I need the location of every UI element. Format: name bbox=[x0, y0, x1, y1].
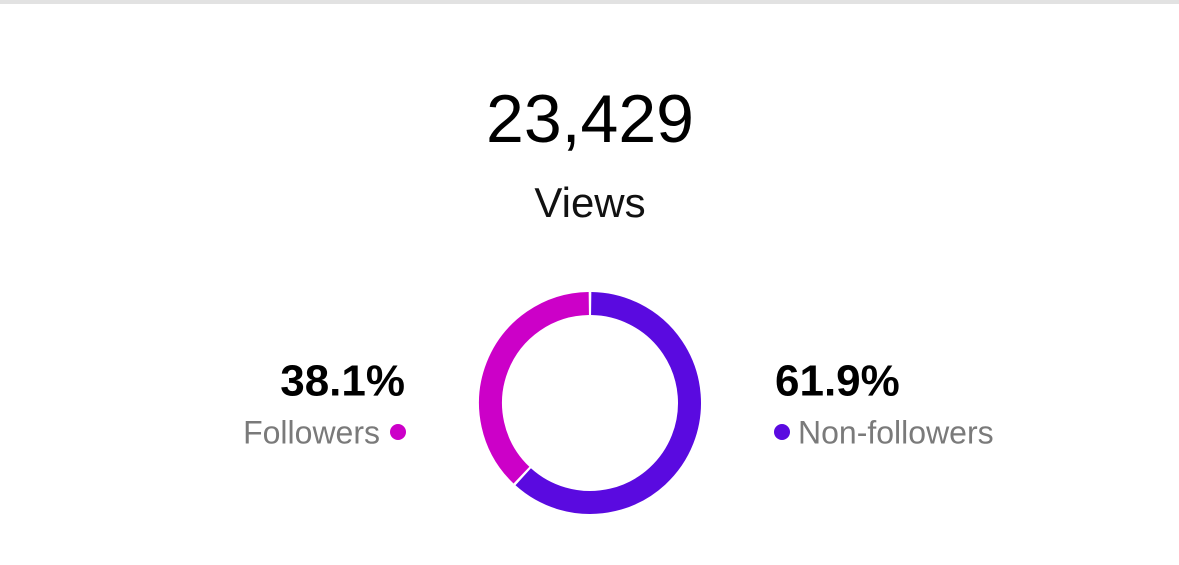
top-divider bbox=[0, 0, 1179, 4]
legend-dot bbox=[774, 424, 790, 440]
percent-label: 38.1% bbox=[280, 357, 405, 406]
views-count: 23,429 bbox=[486, 81, 694, 157]
legend-dot bbox=[390, 424, 406, 440]
donut-segment bbox=[479, 292, 590, 484]
percent-label: 61.9% bbox=[775, 357, 900, 406]
donut-segment bbox=[515, 292, 701, 514]
legend-label: Non-followers bbox=[798, 414, 994, 450]
legend-label: Followers bbox=[243, 414, 380, 450]
views-label: Views bbox=[534, 179, 645, 226]
